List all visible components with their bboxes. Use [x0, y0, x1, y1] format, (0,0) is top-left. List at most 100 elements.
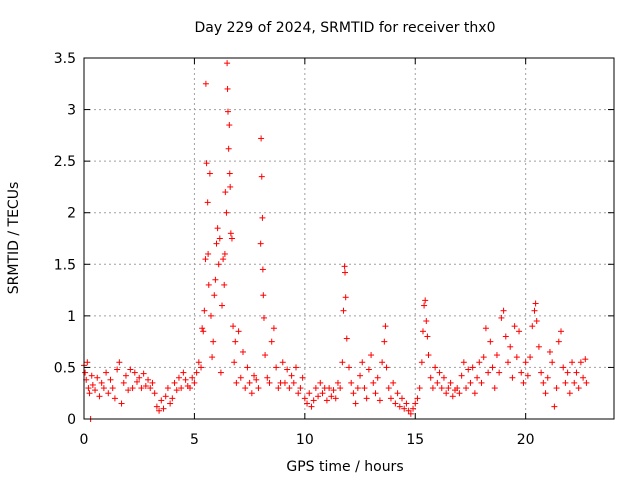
data-point [237, 374, 244, 381]
data-point [221, 250, 228, 257]
data-point [228, 235, 235, 242]
data-point [425, 352, 432, 359]
data-point [447, 379, 454, 386]
data-point [191, 379, 198, 386]
data-point [220, 256, 227, 263]
data-point [224, 60, 231, 67]
data-point [127, 366, 134, 373]
data-point [214, 225, 221, 232]
data-point [259, 214, 266, 221]
data-point [438, 385, 445, 392]
data-point [129, 385, 136, 392]
data-point [279, 359, 286, 366]
data-point [392, 400, 399, 407]
data-point [511, 323, 518, 330]
data-point [456, 390, 463, 397]
data-point [427, 374, 434, 381]
data-point [288, 372, 295, 379]
x-tick-label: 15 [406, 432, 424, 448]
data-point [531, 307, 538, 314]
data-point [178, 385, 185, 392]
data-point [230, 323, 237, 330]
data-point [187, 385, 193, 392]
data-point [120, 379, 127, 386]
data-point [342, 269, 349, 276]
data-point [312, 385, 319, 392]
data-point [182, 376, 189, 383]
data-point [518, 369, 525, 376]
data-point [171, 379, 178, 386]
data-point [248, 390, 255, 397]
data-point [136, 374, 143, 381]
data-point [273, 364, 280, 371]
data-point [399, 395, 405, 402]
data-point [374, 374, 381, 381]
data-point [158, 397, 165, 404]
data-point [118, 400, 125, 407]
axis-ticks: 0 0.5 1 1.5 2 2.5 3 3.5 0 5 10 15 20 [54, 51, 614, 448]
data-point [162, 393, 169, 400]
data-point [376, 397, 383, 404]
y-tick-label: 1 [67, 309, 76, 325]
data-point [219, 302, 226, 309]
data-point [268, 338, 275, 345]
data-point [476, 359, 483, 366]
data-point [379, 359, 386, 366]
data-point [339, 359, 346, 366]
data-point [436, 369, 443, 376]
data-point [412, 400, 419, 407]
data-point [573, 369, 580, 376]
data-point [227, 230, 234, 237]
data-point [205, 281, 212, 288]
y-tick-label: 3.5 [54, 51, 76, 67]
data-point [235, 328, 242, 335]
data-point [169, 395, 176, 402]
data-point [469, 364, 476, 371]
data-point [111, 395, 118, 402]
data-point [480, 354, 487, 361]
data-point [560, 364, 567, 371]
data-point [189, 374, 196, 381]
data-point [100, 385, 107, 392]
plot-frame [83, 57, 615, 420]
data-point [281, 379, 288, 386]
data-point [266, 379, 273, 386]
data-point [88, 372, 95, 379]
data-point [240, 348, 246, 355]
data-point [571, 379, 578, 386]
data-point [82, 369, 89, 376]
data-point [394, 390, 401, 397]
data-point [582, 356, 589, 363]
data-point [553, 385, 560, 392]
data-point [419, 328, 426, 335]
data-point [94, 374, 101, 381]
data-point [538, 369, 545, 376]
data-point [202, 80, 209, 87]
data-point [549, 359, 556, 366]
data-point [487, 338, 494, 345]
y-axis-label: SRMTID / TECUs [6, 182, 22, 295]
data-point [326, 385, 333, 392]
data-point [204, 199, 211, 206]
data-point [131, 369, 138, 376]
data-point [410, 405, 417, 412]
data-point [226, 170, 233, 177]
data-point [542, 390, 549, 397]
data-point [458, 372, 465, 379]
data-point [304, 400, 311, 407]
data-point [566, 390, 573, 397]
y-tick-label: 1.5 [54, 257, 76, 273]
y-tick-label: 3 [67, 103, 76, 119]
data-point [424, 333, 431, 340]
data-point [199, 325, 206, 332]
data-point [222, 189, 229, 196]
data-point [233, 379, 240, 386]
data-point [348, 379, 355, 386]
data-point [145, 376, 152, 383]
data-point [524, 372, 531, 379]
data-point [467, 379, 474, 386]
data-point [546, 348, 553, 355]
data-point [253, 376, 260, 383]
data-point [242, 385, 249, 392]
data-point [153, 403, 160, 410]
